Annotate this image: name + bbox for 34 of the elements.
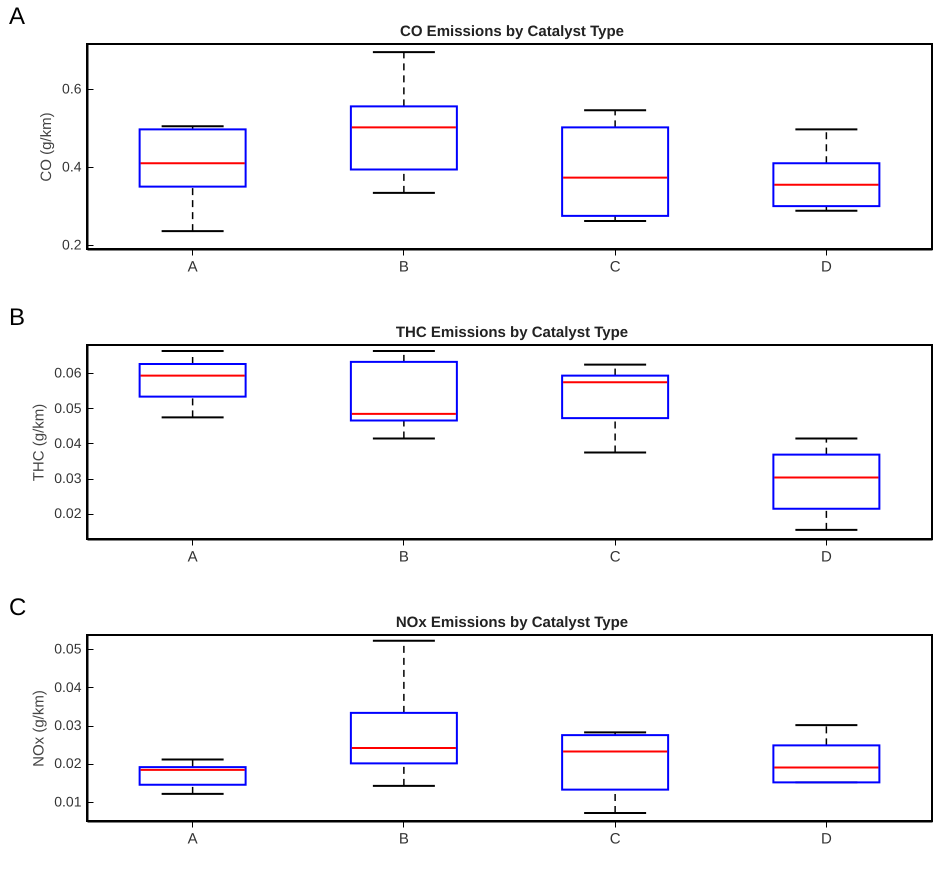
text: C [9,594,26,621]
x-tick-label: D [820,830,832,848]
text: A [9,3,26,30]
x-tick-label: D [820,548,832,566]
text: B [9,304,26,331]
x-tick-label: D [820,258,832,276]
y-tick-label: 0.4 [62,158,82,175]
y-tick-label: 0.05 [54,640,82,657]
y-axis-title: NOx (g/km) [30,690,48,767]
y-tick-label: 0.04 [54,678,82,695]
y-tick-label: 0.01 [54,793,82,810]
y-tick-label: 0.04 [54,434,82,451]
y-tick-label: 0.02 [54,755,82,772]
y-tick-label: 0.03 [54,717,82,734]
chart-title: NOx Emissions by Catalyst Type [396,614,628,631]
x-tick-label: A [188,548,198,566]
x-tick-label: C [610,258,621,276]
y-tick-label: 0.03 [54,470,82,486]
x-tick-label: B [398,548,409,566]
chart-title: CO Emissions by Catalyst Type [400,23,624,40]
x-tick-label: C [610,830,621,848]
y-tick-label: 0.05 [54,400,82,416]
y-tick-label: 0.2 [62,236,82,253]
y-axis-title: CO (g/km) [38,112,56,182]
x-tick-label: C [610,548,621,566]
y-tick-label: 0.6 [62,80,82,97]
x-tick-label: A [188,830,198,848]
x-tick-label: A [188,258,198,276]
y-tick-label: 0.02 [54,505,82,522]
y-tick-label: 0.06 [54,364,82,381]
x-tick-label: B [398,830,409,848]
y-axis-title: THC (g/km) [30,404,48,482]
chart-title: THC Emissions by Catalyst Type [396,324,628,341]
x-tick-label: B [398,258,409,276]
